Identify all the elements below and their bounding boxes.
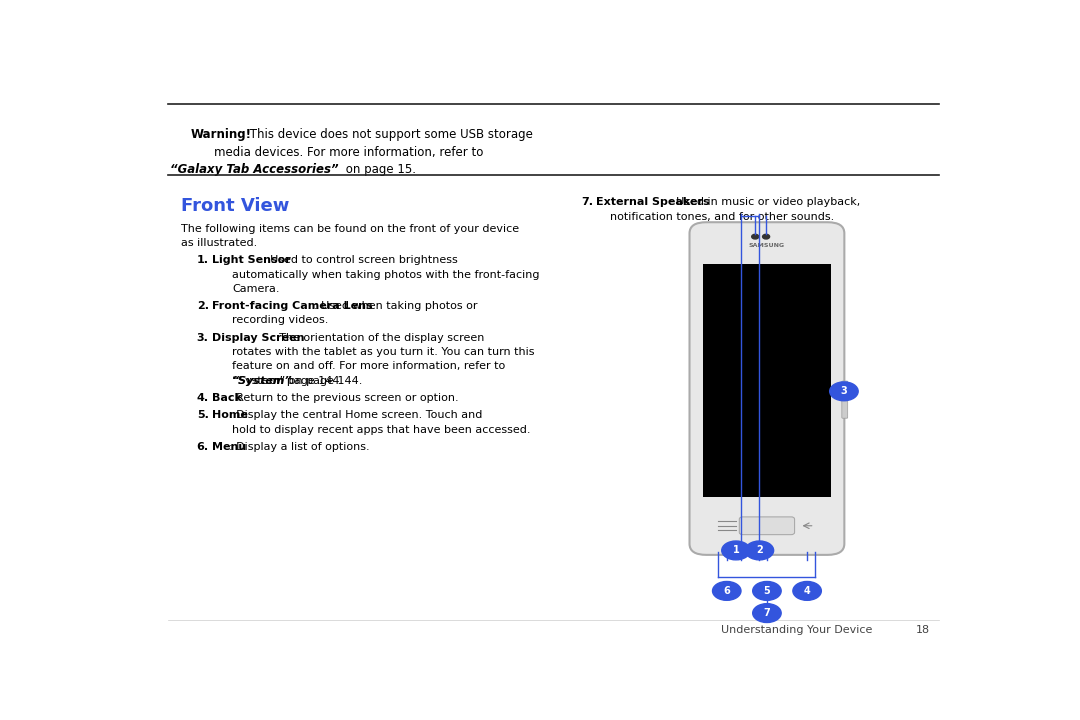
Text: : The orientation of the display screen: : The orientation of the display screen [272, 333, 484, 343]
Text: 2.: 2. [197, 301, 208, 311]
Text: 1: 1 [732, 546, 740, 555]
Circle shape [762, 234, 770, 239]
Circle shape [793, 582, 822, 600]
Text: 5.: 5. [197, 410, 208, 420]
Text: 4.: 4. [197, 393, 208, 403]
Text: Menu: Menu [212, 442, 246, 451]
Text: Home: Home [212, 410, 248, 420]
FancyBboxPatch shape [740, 517, 795, 535]
Text: on page 144.: on page 144. [267, 376, 343, 386]
Text: This device does not support some USB storage: This device does not support some USB st… [246, 128, 534, 141]
FancyBboxPatch shape [841, 381, 848, 418]
Text: media devices. For more information, refer to: media devices. For more information, ref… [214, 145, 483, 158]
Text: Front-facing Camera Lens: Front-facing Camera Lens [212, 301, 373, 311]
Text: 5: 5 [764, 586, 770, 596]
Text: 7: 7 [764, 608, 770, 618]
Text: : Display the central Home screen. Touch and: : Display the central Home screen. Touch… [229, 410, 483, 420]
Text: 2: 2 [756, 546, 762, 555]
Text: 3: 3 [840, 387, 848, 396]
Text: External Speakers: External Speakers [596, 197, 710, 207]
FancyBboxPatch shape [689, 222, 845, 555]
Text: “Galaxy Tab Accessories”: “Galaxy Tab Accessories” [170, 163, 338, 176]
Circle shape [721, 541, 751, 560]
Circle shape [753, 603, 781, 623]
Text: 6: 6 [724, 586, 730, 596]
Text: hold to display recent apps that have been accessed.: hold to display recent apps that have be… [232, 425, 530, 435]
Text: “System” on page 144.: “System” on page 144. [232, 376, 363, 386]
Text: 3.: 3. [197, 333, 208, 343]
Text: SAMSUNG: SAMSUNG [748, 243, 785, 248]
Text: : Return to the previous screen or option.: : Return to the previous screen or optio… [229, 393, 459, 403]
Text: Back: Back [212, 393, 242, 403]
Text: The following items can be found on the front of your device: The following items can be found on the … [181, 224, 519, 234]
Text: : Used when taking photos or: : Used when taking photos or [314, 301, 478, 311]
Text: on page 15.: on page 15. [341, 163, 416, 176]
Text: : Used to control screen brightness: : Used to control screen brightness [264, 256, 458, 266]
Text: : Display a list of options.: : Display a list of options. [229, 442, 369, 451]
Text: recording videos.: recording videos. [232, 315, 328, 325]
Text: feature on and off. For more information, refer to: feature on and off. For more information… [232, 361, 505, 372]
Text: Understanding Your Device: Understanding Your Device [721, 625, 873, 635]
Text: 4: 4 [804, 586, 810, 596]
Text: automatically when taking photos with the front-facing: automatically when taking photos with th… [232, 270, 540, 280]
Text: as illustrated.: as illustrated. [181, 238, 257, 248]
Text: Front View: Front View [181, 197, 289, 215]
Text: 6.: 6. [197, 442, 208, 451]
Text: Display Screen: Display Screen [212, 333, 305, 343]
Text: notification tones, and for other sounds.: notification tones, and for other sounds… [609, 212, 834, 222]
Text: rotates with the tablet as you turn it. You can turn this: rotates with the tablet as you turn it. … [232, 347, 535, 357]
Circle shape [713, 582, 741, 600]
Circle shape [753, 582, 781, 600]
Text: : Used in music or video playback,: : Used in music or video playback, [669, 197, 860, 207]
Text: 7.: 7. [581, 197, 593, 207]
Circle shape [752, 234, 759, 239]
Circle shape [745, 541, 773, 560]
Text: Camera.: Camera. [232, 284, 280, 294]
Text: 1.: 1. [197, 256, 208, 266]
Bar [703, 264, 831, 497]
Circle shape [829, 382, 859, 401]
Text: Warning!: Warning! [191, 128, 252, 141]
Text: 18: 18 [916, 625, 930, 635]
Text: “System”: “System” [232, 376, 293, 386]
Text: Light Sensor: Light Sensor [212, 256, 291, 266]
